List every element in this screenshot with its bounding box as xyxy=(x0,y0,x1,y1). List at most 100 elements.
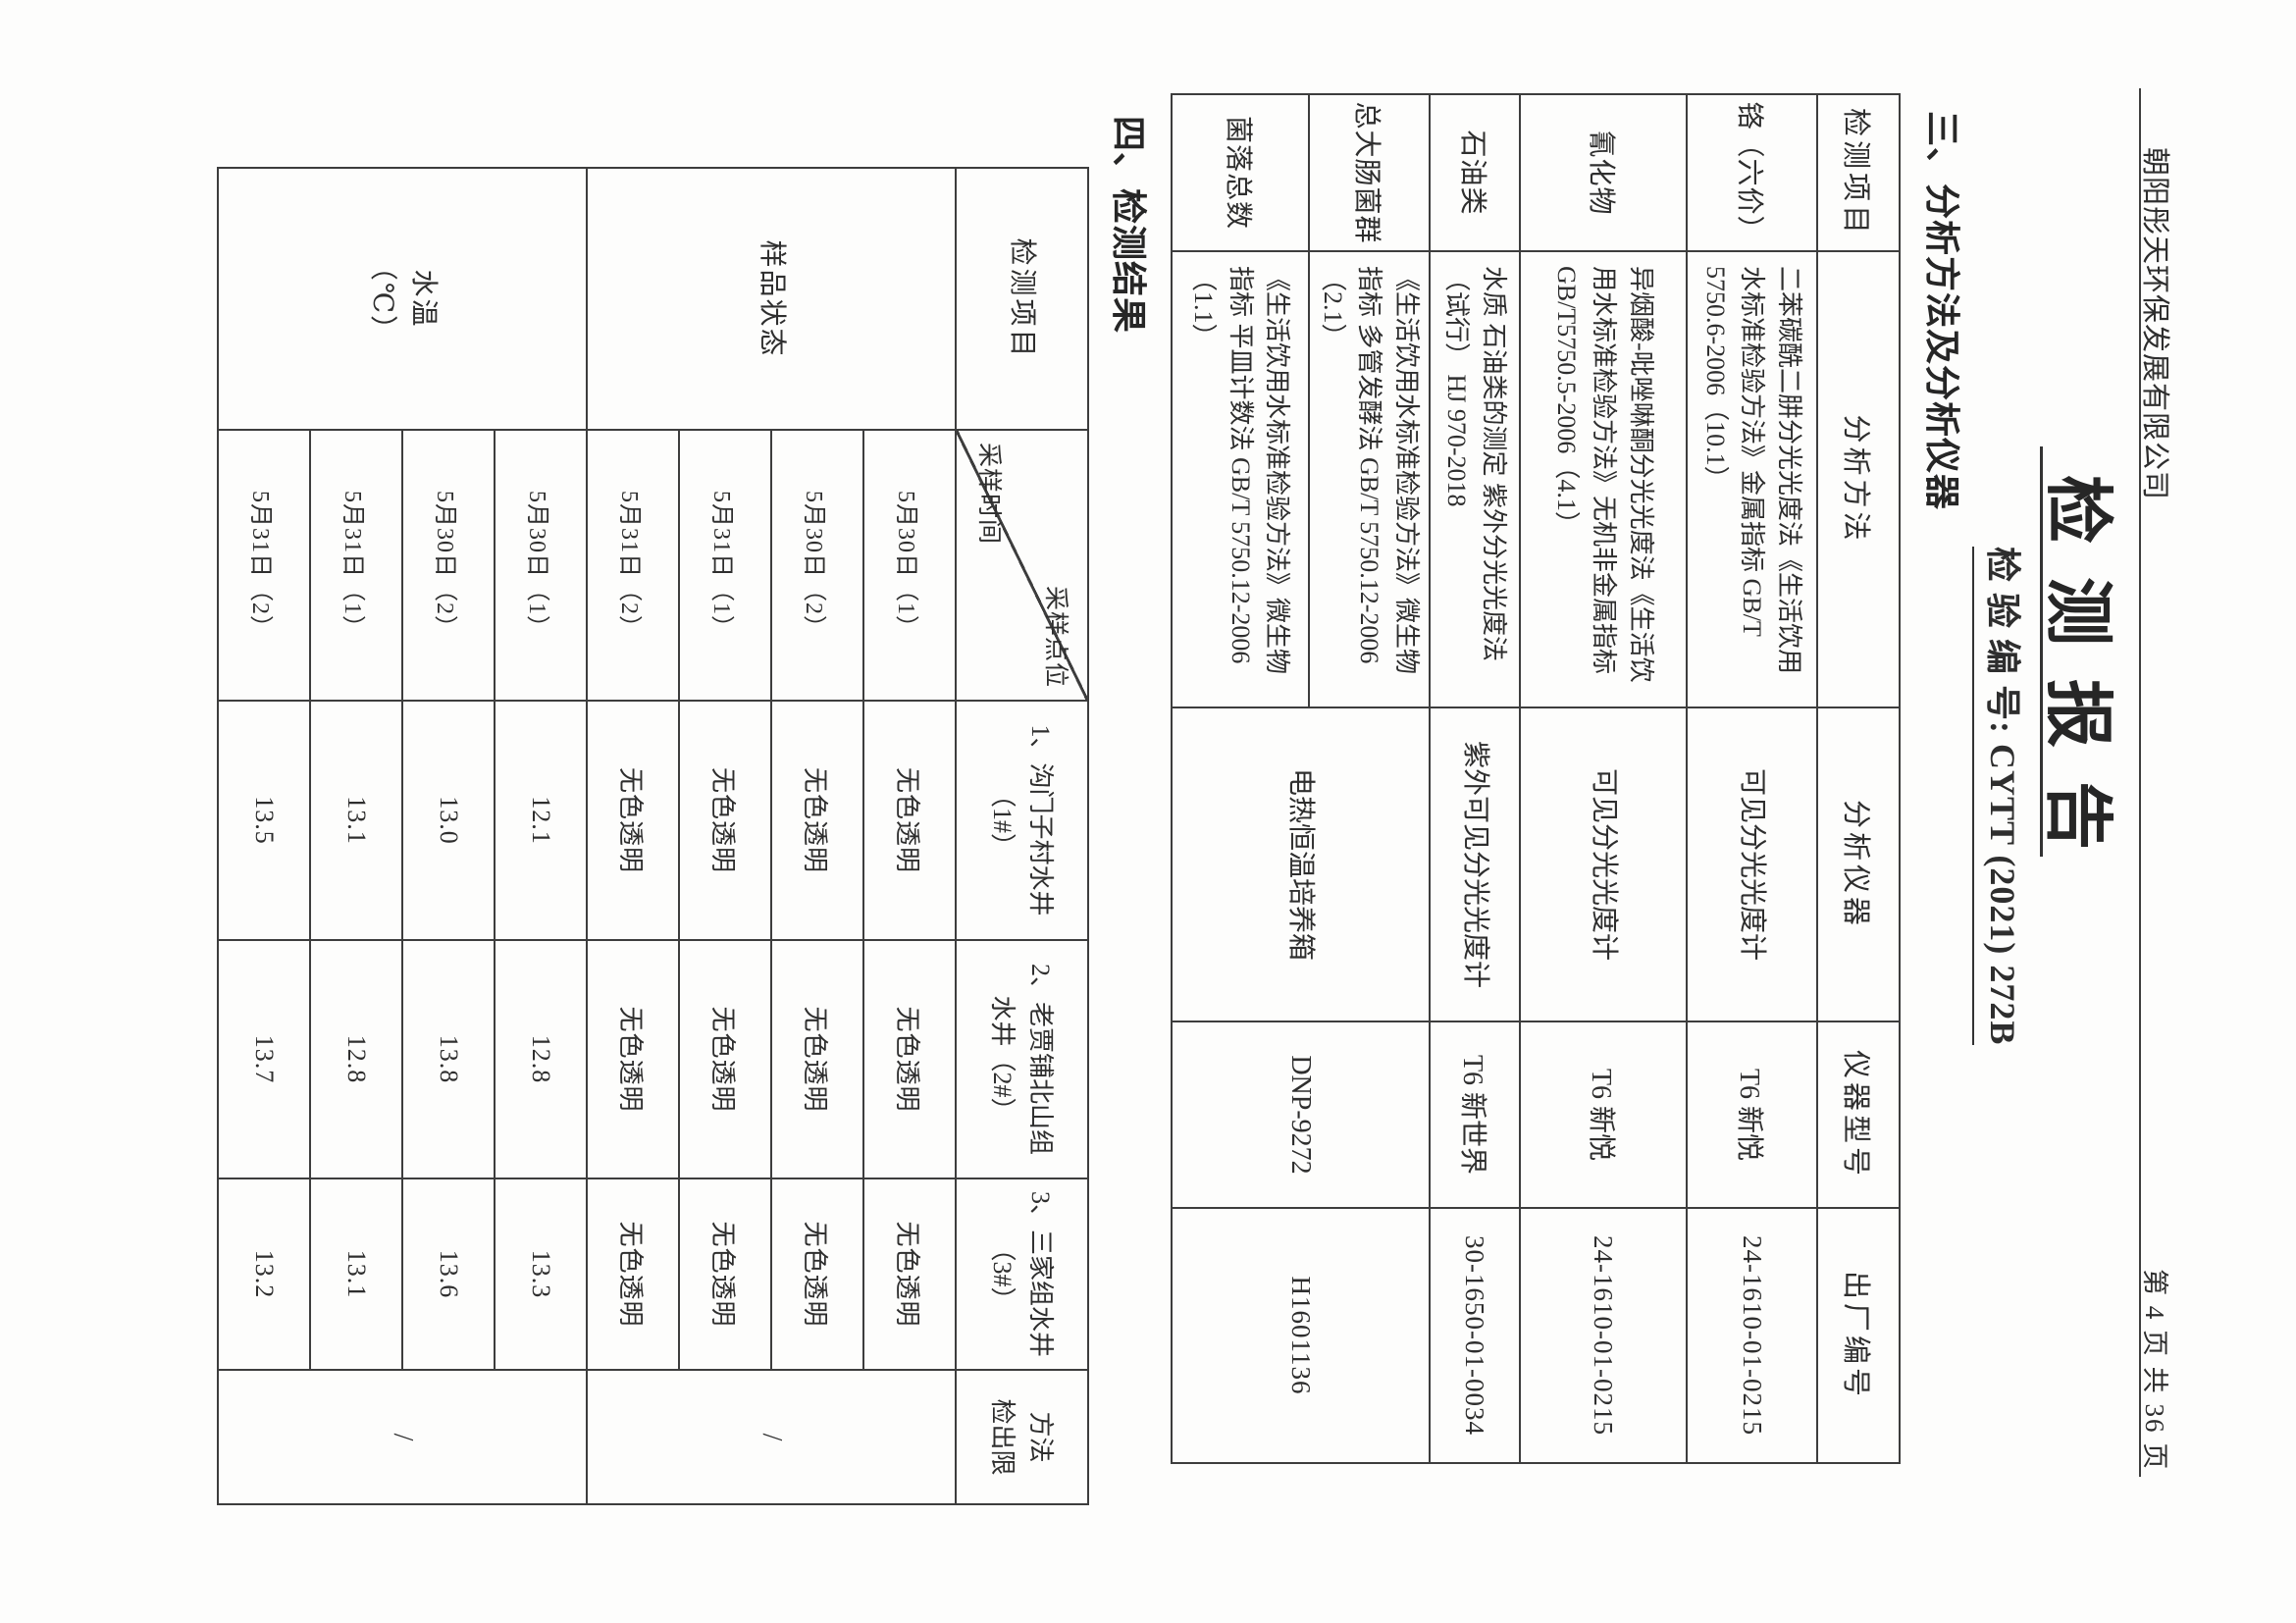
report-number: 检 验 编 号: CYTT (2021) 272B xyxy=(1972,547,2031,1046)
table2-cell-value: 无色透明 xyxy=(771,1178,863,1370)
title-underline xyxy=(2040,446,2043,857)
table1-cell-item: 菌落总数 xyxy=(1171,94,1309,251)
table2-row: 水温 （℃） 5月30日（1） 12.1 12.8 13.3 / xyxy=(218,168,587,1504)
table1-cell-model: T6 新悦 xyxy=(1520,1021,1687,1208)
table1-cell-item: 石油类 xyxy=(1430,94,1520,251)
table2-cell-value: 13.6 xyxy=(402,1178,495,1370)
table2-cell-value: 12.8 xyxy=(495,940,587,1178)
table1-row: 氰化物 异烟酸-吡唑啉酮分光光度法《生活饮用水标准检验方法》无机非金属指标 GB… xyxy=(1520,94,1687,1463)
table2-cell-date: 5月30日（2） xyxy=(771,430,863,701)
diagonal-label-sampling-time: 采样时间 xyxy=(975,443,1003,546)
table2-cell-value: 无色透明 xyxy=(587,940,679,1178)
table2-cell-date: 5月31日（2） xyxy=(218,430,310,701)
water-temp-line2: （℃） xyxy=(367,252,397,345)
table2-cell-value: 无色透明 xyxy=(679,701,771,940)
table1-cell-model: T6 新世界 xyxy=(1430,1021,1520,1208)
table2-cell-value: 13.7 xyxy=(218,940,310,1178)
well1-line1: 1、沟门子村水井 xyxy=(1026,724,1056,916)
analysis-methods-table: 检测项目 分析方法 分析仪器 仪器型号 出厂编号 铬（六价） 二苯碳酰二肼分光光… xyxy=(1171,93,1901,1464)
table2-group-label-water-temp: 水温 （℃） xyxy=(218,168,587,430)
table2-cell-date: 5月31日（2） xyxy=(587,430,679,701)
table2-header-well3: 3、三家组水井 （3#） xyxy=(956,1178,1088,1370)
well2-line2: 水井（2#） xyxy=(988,995,1018,1124)
limit-line1: 方法 xyxy=(1026,1411,1056,1463)
table1-cell-item: 氰化物 xyxy=(1520,94,1687,251)
table1-cell-instrument-merged: 电热恒温培养箱 xyxy=(1171,707,1430,1021)
table1-cell-item: 铬（六价） xyxy=(1687,94,1817,251)
table2-header-diagonal-cell: 采样点位 采样时间 xyxy=(956,430,1088,701)
table2-cell-value: 无色透明 xyxy=(679,940,771,1178)
well1-line2: （1#） xyxy=(988,781,1018,859)
table1-header-method: 分析方法 xyxy=(1817,251,1900,707)
table2-cell-date: 5月30日（1） xyxy=(863,430,956,701)
results-table: 检测项目 采样点位 采样时间 1、沟门子村水井 （1#） 2、老贾铺北山组 水井… xyxy=(217,167,1089,1505)
header-rule xyxy=(2139,88,2141,1477)
table1-row: 石油类 水质 石油类的测定 紫外分光光度法（试行） HJ 970-2018 紫外… xyxy=(1430,94,1520,1463)
table1-cell-method: 《生活饮用水标准检验方法》微生物指标 多管发酵法 GB/T 5750.12-20… xyxy=(1308,251,1430,707)
table2-cell-value: 无色透明 xyxy=(863,701,956,940)
table2-cell-value: 无色透明 xyxy=(587,1178,679,1370)
table2-cell-date: 5月31日（1） xyxy=(310,430,402,701)
table1-cell-method: 异烟酸-吡唑啉酮分光光度法《生活饮用水标准检验方法》无机非金属指标 GB/T57… xyxy=(1520,251,1687,707)
table1-cell-method: 水质 石油类的测定 紫外分光光度法（试行） HJ 970-2018 xyxy=(1430,251,1520,707)
table2-cell-date: 5月30日（2） xyxy=(402,430,495,701)
table2-header-detection-limit: 方法 检出限 xyxy=(956,1370,1088,1504)
well2-line1: 2、老贾铺北山组 xyxy=(1026,963,1056,1155)
table2-cell-date: 5月30日（1） xyxy=(495,430,587,701)
table2-header-item: 检测项目 xyxy=(956,168,1088,430)
table1-cell-instrument: 可见分光光度计 xyxy=(1520,707,1687,1021)
table1-cell-serial-merged: H1601136 xyxy=(1171,1208,1430,1463)
table2-header-row: 检测项目 采样点位 采样时间 1、沟门子村水井 （1#） 2、老贾铺北山组 水井… xyxy=(956,168,1088,1504)
table1-cell-instrument: 可见分光光度计 xyxy=(1687,707,1817,1021)
well3-line2: （3#） xyxy=(988,1235,1018,1313)
table1-header-row: 检测项目 分析方法 分析仪器 仪器型号 出厂编号 xyxy=(1817,94,1900,1463)
table1-cell-serial: 24-1610-01-0215 xyxy=(1520,1208,1687,1463)
table2-cell-value: 无色透明 xyxy=(587,701,679,940)
table2-header-well1: 1、沟门子村水井 （1#） xyxy=(956,701,1088,940)
table1-cell-item: 总大肠菌群 xyxy=(1308,94,1430,251)
table2-cell-value: 无色透明 xyxy=(863,1178,956,1370)
table2-header-well2: 2、老贾铺北山组 水井（2#） xyxy=(956,940,1088,1178)
table1-cell-method: 《生活饮用水标准检验方法》微生物指标 平皿计数法 GB/T 5750.12-20… xyxy=(1171,251,1309,707)
table1-cell-serial: 24-1610-01-0215 xyxy=(1687,1208,1817,1463)
table2-cell-value: 13.5 xyxy=(218,701,310,940)
table2-cell-value: 13.0 xyxy=(402,701,495,940)
section-3-heading: 三、分析方法及分析仪器 xyxy=(1922,111,1961,511)
table2-cell-value: 无色透明 xyxy=(679,1178,771,1370)
table1-header-serial: 出厂编号 xyxy=(1817,1208,1900,1463)
well3-line1: 3、三家组水井 xyxy=(1026,1190,1056,1357)
table2-cell-value: 12.8 xyxy=(310,940,402,1178)
table2-cell-value: 13.1 xyxy=(310,1178,402,1370)
table2-group-label-sample-state: 样品状态 xyxy=(587,168,956,430)
table2-cell-date: 5月31日（1） xyxy=(679,430,771,701)
table2-cell-value: 无色透明 xyxy=(771,940,863,1178)
table1-cell-model-merged: DNP-9272 xyxy=(1171,1021,1430,1208)
table2-cell-value: 13.2 xyxy=(218,1178,310,1370)
table1-cell-instrument: 紫外可见分光光度计 xyxy=(1430,707,1520,1021)
table1-cell-method: 二苯碳酰二肼分光光度法《生活饮用水标准检验方法》金属指标 GB/T 5750.6… xyxy=(1687,251,1817,707)
table2-cell-limit: / xyxy=(587,1370,956,1504)
section-4-heading: 四、检测结果 xyxy=(1109,116,1148,335)
table2-row: 样品状态 5月30日（1） 无色透明 无色透明 无色透明 / xyxy=(587,168,956,1504)
table2-cell-value: 13.3 xyxy=(495,1178,587,1370)
table2-cell-value: 13.1 xyxy=(310,701,402,940)
table2-cell-value: 无色透明 xyxy=(771,701,863,940)
table1-header-instrument: 分析仪器 xyxy=(1817,707,1900,1021)
page-number-label: 第 4 页 共 36 页 xyxy=(2140,1269,2169,1472)
table1-cell-model: T6 新悦 xyxy=(1687,1021,1817,1208)
company-name: 朝阳彤天环保发展有限公司 xyxy=(2139,147,2170,501)
table2-cell-value: 无色透明 xyxy=(863,940,956,1178)
table2-cell-limit: / xyxy=(218,1370,587,1504)
table2-cell-value: 13.8 xyxy=(402,940,495,1178)
table1-header-model: 仪器型号 xyxy=(1817,1021,1900,1208)
limit-line2: 检出限 xyxy=(988,1398,1018,1476)
table1-cell-serial: 30-1650-01-0034 xyxy=(1430,1208,1520,1463)
diagonal-label-sampling-point: 采样点位 xyxy=(1042,585,1069,688)
table2-cell-value: 12.1 xyxy=(495,701,587,940)
water-temp-line1: 水温 xyxy=(408,269,439,329)
table1-row: 总大肠菌群 《生活饮用水标准检验方法》微生物指标 多管发酵法 GB/T 5750… xyxy=(1171,94,1430,1463)
report-title: 检测报告 xyxy=(2039,475,2114,883)
table1-header-item: 检测项目 xyxy=(1817,94,1900,251)
